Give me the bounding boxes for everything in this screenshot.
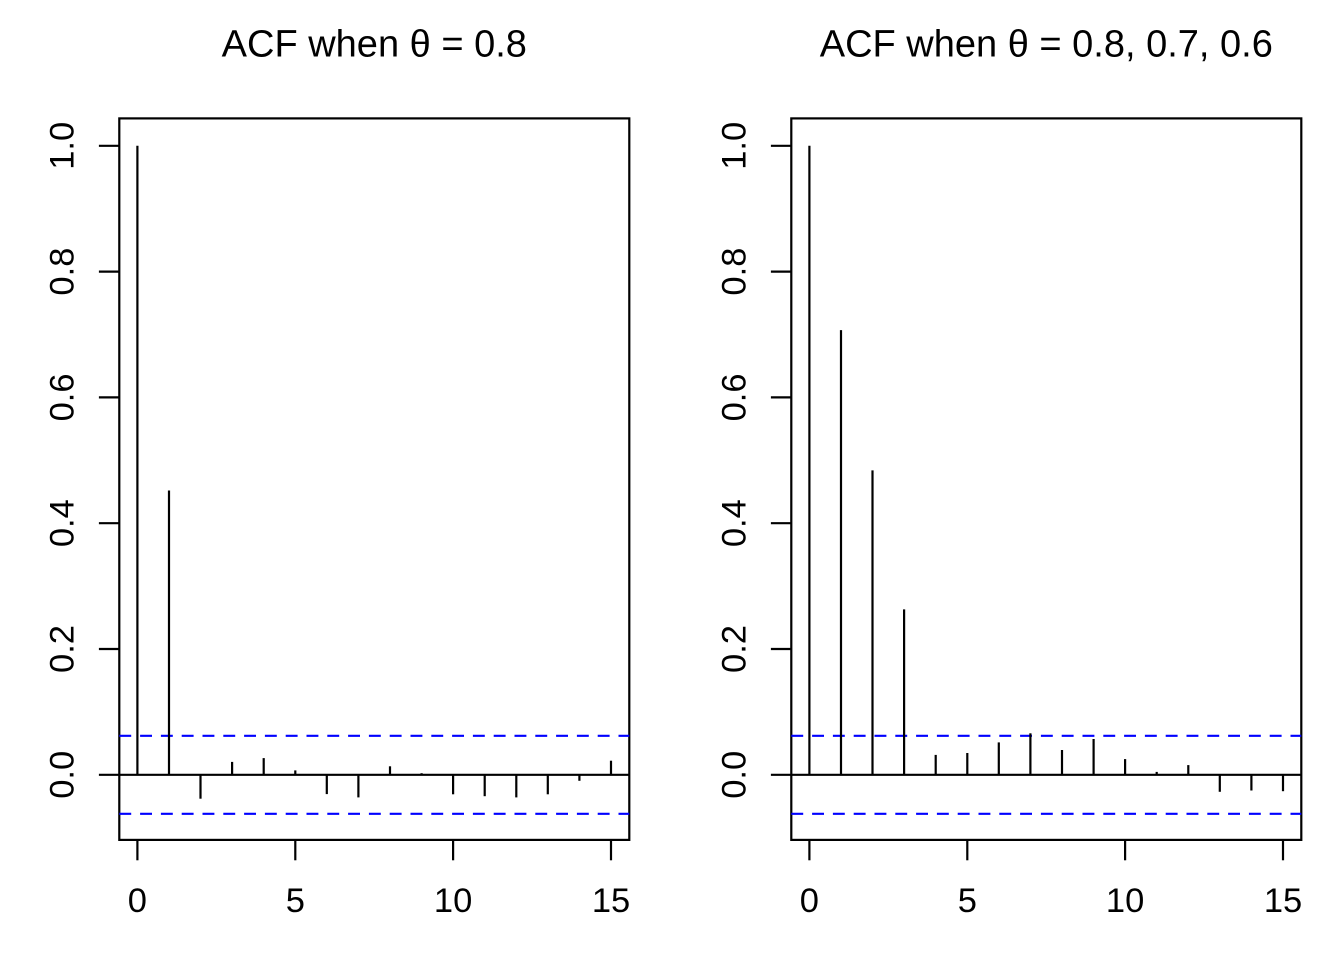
svg-text:0.2: 0.2	[715, 625, 753, 673]
svg-text:0.4: 0.4	[715, 499, 753, 547]
svg-text:0.8: 0.8	[715, 248, 753, 296]
svg-text:0.8: 0.8	[43, 248, 81, 296]
svg-text:0.6: 0.6	[715, 373, 753, 421]
svg-text:15: 15	[592, 882, 630, 920]
svg-text:0.4: 0.4	[43, 499, 81, 547]
svg-text:1.0: 1.0	[715, 122, 753, 170]
svg-text:5: 5	[286, 882, 305, 920]
svg-text:ACF when θ = 0.8: ACF when θ = 0.8	[222, 24, 527, 66]
svg-text:0.0: 0.0	[715, 751, 753, 799]
svg-text:10: 10	[434, 882, 472, 920]
svg-text:5: 5	[958, 882, 977, 920]
svg-text:0.2: 0.2	[43, 625, 81, 673]
svg-text:0.6: 0.6	[43, 373, 81, 421]
svg-text:1.0: 1.0	[43, 122, 81, 170]
svg-text:0: 0	[128, 882, 147, 920]
svg-text:0.0: 0.0	[43, 751, 81, 799]
svg-text:ACF when θ = 0.8, 0.7, 0.6: ACF when θ = 0.8, 0.7, 0.6	[820, 24, 1273, 66]
svg-text:15: 15	[1264, 882, 1302, 920]
svg-text:0: 0	[800, 882, 819, 920]
svg-text:10: 10	[1106, 882, 1144, 920]
